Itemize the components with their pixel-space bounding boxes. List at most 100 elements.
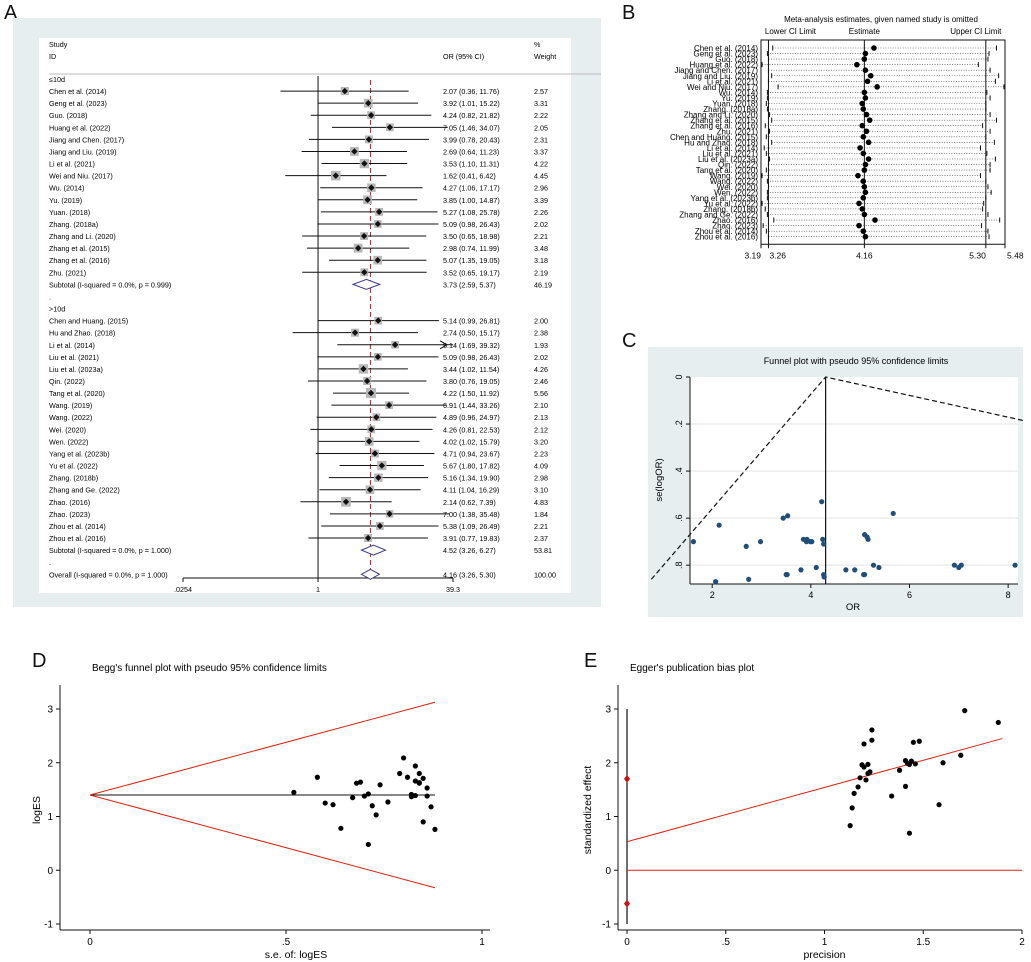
study-ci-text: 2.69 (0.64, 11.23) [443,147,499,156]
study-ci-text: 2.14 (0.62, 7.39) [443,498,496,507]
funnel-plot: Funnel plot with pseudo 95% confidence l… [648,347,1023,617]
study-weight-text: 4.22 [534,160,548,169]
funnel-y-tick-label: 0 [674,374,684,379]
panel-letter-d: D [32,650,47,672]
funnel-point [716,522,722,528]
egger-x-tick-label: 2 [1019,937,1025,948]
header-study: Study [49,40,68,49]
study-ci-text: 4.02 (1.02, 15.79) [443,437,500,446]
study-ci-text: 4.71 (0.94, 23.67) [443,449,500,458]
begg-point [330,802,336,808]
study-ci-text: 5.27 (1.08, 25.78) [443,208,500,217]
funnel-point [876,564,882,571]
influence-study-label: Wu. (2014) [719,88,759,97]
influence-study-label: Li et al. (2021) [707,77,758,86]
influence-study-label: Zhang and Li. (2020) [684,111,759,120]
egger-y-tick-label: 0 [605,866,611,877]
influence-estimate-point [862,233,869,240]
study-ci-text: 3.92 (1.01, 15.22) [443,99,500,108]
begg-point [361,793,367,799]
spacer-dot: . [49,292,51,301]
study-label: Subtotal (I-squared = 0.0%, p = 1.000) [49,546,171,555]
influence-estimate-point [857,145,863,151]
study-point-estimate [354,244,362,252]
study-point-estimate [371,450,379,457]
study-weight-text: 2.12 [534,425,548,434]
study-label: Wang. (2022) [49,413,92,422]
influence-frame [760,39,1006,245]
subtotal-diamond [351,278,382,290]
study-ci-text: 3.99 (0.78, 20.43) [443,135,500,144]
funnel-point [819,499,825,505]
header-or: OR (95% CI) [443,52,484,61]
egger-point [912,761,918,767]
study-label: Zhang et al. (2015) [49,244,110,253]
study-point-estimate [365,136,373,143]
study-label: Liu et al. (2021) [49,353,99,362]
panel-letter-c: C [622,330,637,352]
study-label: Zhang et al. (2016) [49,256,110,265]
influence-study-label: Wei. (2020) [717,183,759,192]
study-point-estimate [332,172,339,179]
study-label: Tang et al. (2020) [49,389,105,398]
egger-x-tick-label: 1.5 [916,937,930,948]
study-ci-text: 3.91 (0.77, 19.83) [443,534,500,543]
forest-plot: Study ID OR (95% CI)% Weight .0254 1 39.3 ≤10d C… [13,18,601,607]
influence-study-label: Jiang and Liu. (2019) [683,72,759,81]
influence-study-label: Zhao. (2023) [712,222,758,231]
egger-y-label: standardized effect [582,766,594,855]
study-point-estimate [368,426,375,433]
study-weight-text: 2.37 [534,534,548,543]
egger-point [861,764,867,770]
study-point-estimate [367,112,375,119]
begg-lower-limit [89,794,436,889]
begg-point [357,779,364,785]
study-ci-text: 2.98 (0.74, 11.99) [443,244,499,253]
egger-x-tick-label: 1 [822,937,828,948]
begg-point [428,804,434,810]
egger-point [849,805,855,811]
funnel-pseudo-ci [650,376,1023,580]
study-ci-text: 3.50 (0.65, 18.98) [443,232,500,241]
egger-point [869,727,875,733]
egger-point [916,738,922,744]
study-ci-text: 3.85 (1.00, 14.87) [443,196,500,205]
study-ci-text: 3.53 (1.10, 11.31) [443,160,499,169]
egger-point [851,790,857,796]
begg-y-label: logES [31,796,43,824]
study-weight-text: 3.20 [534,437,548,446]
influence-estimate-point [863,111,870,118]
forest-x-tick-label: 1 [316,585,320,594]
influence-estimate-point [865,139,872,146]
begg-funnel-plot: Begg's funnel plot with pseudo 95% confi… [31,663,490,960]
influence-estimate-point [861,183,868,190]
study-label: Yuan. (2018) [49,208,90,217]
study-weight-text: 3.10 [534,486,548,495]
study-weight-text: 2.02 [534,220,548,229]
begg-point [365,791,371,797]
influence-study-label: Hu and Zhao. (2018) [684,138,758,147]
funnel-point [743,543,749,549]
influence-estimate-point [874,84,880,90]
study-point-estimate [391,341,399,348]
study-label: Hu and Zhao. (2018) [49,329,115,338]
egger-title: Egger's publication bias plot [630,663,754,674]
influence-estimate-point [871,45,877,51]
influence-estimate-point [872,217,878,223]
begg-y-tick-label: -1 [44,920,53,931]
egger-y-tick-label: 3 [605,705,611,716]
funnel-point [798,567,804,573]
egger-point [958,752,964,758]
begg-point [365,841,371,848]
study-point-estimate [351,148,358,155]
influence-x-tick-label: 5.30 [969,250,986,260]
study-weight-text: 3.18 [534,256,548,265]
study-label: Zhou et al. (2014) [49,522,106,531]
egger-y-tick-label: 1 [605,812,611,823]
begg-point [412,778,418,784]
begg-upper-limit [89,701,436,796]
begg-point [377,782,383,788]
funnel-point [843,567,849,573]
egger-bias-plot: Egger's publication bias plot 0 .5 1 1.5 2 -1 0… [582,663,1025,960]
begg-point [408,794,415,800]
